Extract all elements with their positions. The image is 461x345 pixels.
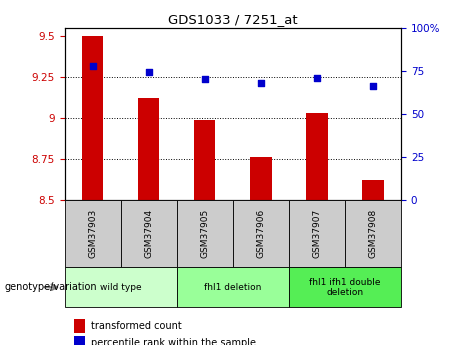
- Text: transformed count: transformed count: [91, 321, 182, 331]
- Point: [201, 77, 208, 82]
- Text: GSM37907: GSM37907: [313, 209, 321, 258]
- Text: wild type: wild type: [100, 283, 142, 292]
- Text: GSM37903: GSM37903: [88, 209, 97, 258]
- Bar: [362, 180, 384, 200]
- Bar: [194, 120, 215, 200]
- Point: [313, 75, 321, 80]
- Bar: [138, 98, 160, 200]
- Point: [89, 63, 96, 68]
- Text: fhl1 ifh1 double
deletion: fhl1 ifh1 double deletion: [309, 277, 381, 297]
- Bar: [82, 36, 103, 200]
- Text: genotype/variation: genotype/variation: [5, 282, 97, 292]
- Title: GDS1033 / 7251_at: GDS1033 / 7251_at: [168, 13, 298, 27]
- Text: fhl1 deletion: fhl1 deletion: [204, 283, 261, 292]
- Point: [145, 70, 152, 75]
- Bar: [306, 113, 328, 200]
- Point: [369, 83, 377, 89]
- Text: percentile rank within the sample: percentile rank within the sample: [91, 338, 256, 345]
- Point: [257, 80, 265, 86]
- Text: GSM37905: GSM37905: [200, 209, 209, 258]
- Text: GSM37908: GSM37908: [368, 209, 378, 258]
- Text: GSM37904: GSM37904: [144, 209, 153, 258]
- Text: GSM37906: GSM37906: [256, 209, 266, 258]
- Bar: [250, 157, 272, 200]
